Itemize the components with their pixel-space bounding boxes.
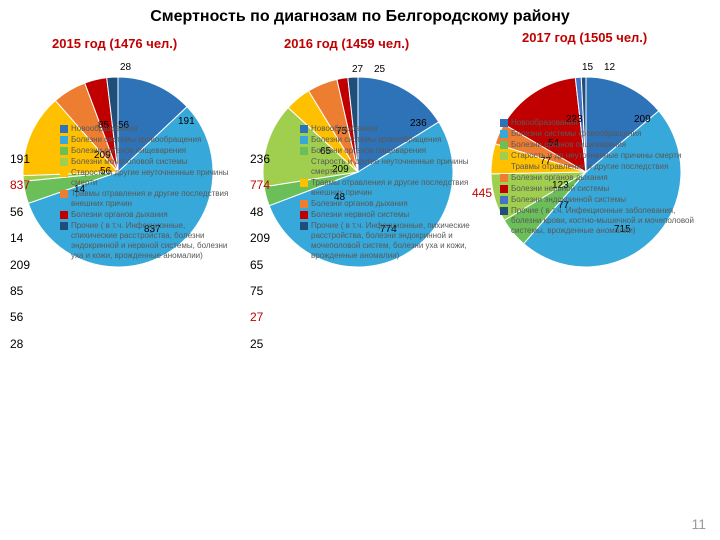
page-number: 11 <box>691 516 706 532</box>
legend-swatch <box>500 130 508 138</box>
legend-y2017: НовообразованияБолезни системы кровообра… <box>500 118 705 237</box>
page-root: Смертность по диагнозам по Белгородскому… <box>0 0 720 540</box>
legend-swatch <box>500 152 508 160</box>
legend-swatch <box>500 141 508 149</box>
data-label: 15 <box>582 62 593 73</box>
legend-swatch <box>500 163 508 171</box>
legend-label: Болезни эндокринной системы <box>511 195 626 205</box>
legend-label: Старость и др неуточненные причины смерт… <box>511 151 681 161</box>
legend-label: Болезни системы кровообращения <box>511 129 641 139</box>
legend-item: Прочие ( в т.ч. Инфекционные заболевания… <box>500 206 705 236</box>
legend-swatch <box>500 207 508 215</box>
legend-item: Новообразования <box>500 118 705 128</box>
legend-swatch <box>500 196 508 204</box>
legend-item: Старость и др неуточненные причины смерт… <box>500 151 705 161</box>
legend-swatch <box>500 174 508 182</box>
legend-label: Болезни органов дыхания <box>511 173 608 183</box>
legend-item: Болезни органов пищеварения <box>500 140 705 150</box>
side-value: 445 <box>472 180 492 206</box>
legend-label: Новообразования <box>511 118 578 128</box>
side-values-y2017: 445 <box>472 180 492 206</box>
legend-item: Болезни нервной системы <box>500 184 705 194</box>
legend-label: Прочие ( в т.ч. Инфекционные заболевания… <box>511 206 705 236</box>
legend-label: Болезни нервной системы <box>511 184 609 194</box>
data-label: 12 <box>604 62 615 73</box>
legend-label: Травмы отравления и другие последствия <box>511 162 668 172</box>
legend-item: Болезни системы кровообращения <box>500 129 705 139</box>
legend-item: Болезни органов дыхания <box>500 173 705 183</box>
legend-item: Болезни эндокринной системы <box>500 195 705 205</box>
legend-swatch <box>500 119 508 127</box>
legend-item: Травмы отравления и другие последствия <box>500 162 705 172</box>
legend-label: Болезни органов пищеварения <box>511 140 626 150</box>
pie-chart-y2017 <box>0 0 720 540</box>
legend-swatch <box>500 185 508 193</box>
